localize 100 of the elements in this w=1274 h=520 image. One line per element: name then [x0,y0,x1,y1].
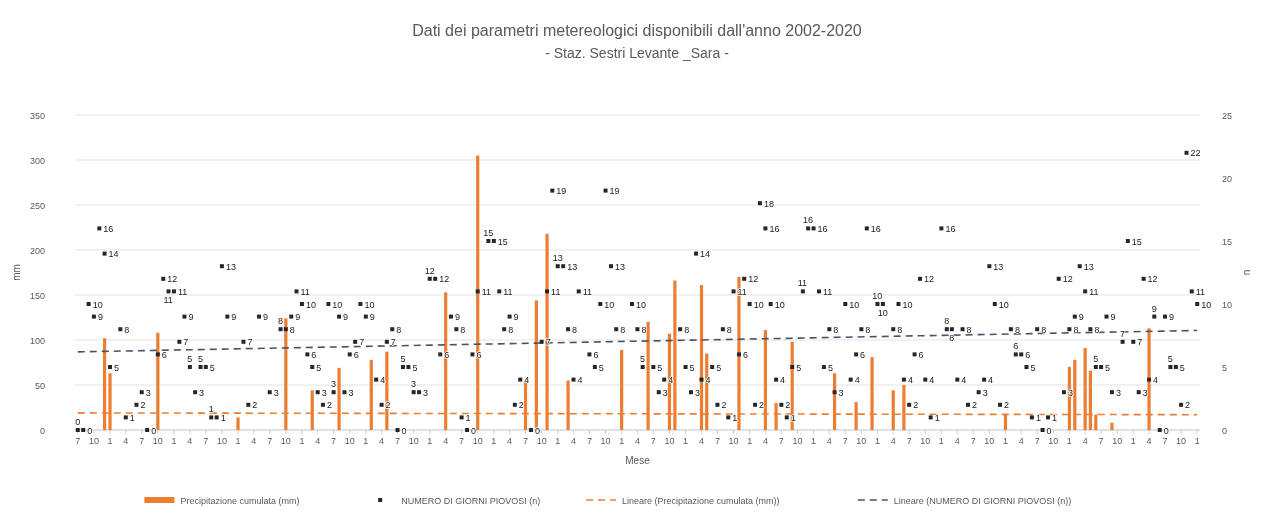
data-label: 8 [726,324,732,335]
data-label: 5 [716,362,722,373]
data-label: 5 [640,354,646,364]
data-label: 11 [822,286,833,297]
x-tick-label: 10 [856,436,867,446]
data-label: 10 [877,308,888,318]
data-label: 6 [742,349,748,360]
data-label: 3 [348,387,354,398]
chart-subtitle: - Staz. Sestri Levante _Sara - [545,45,730,61]
data-label: 18 [763,198,774,209]
data-label: 6 [161,349,167,360]
data-label: 5 [1093,354,1099,364]
data-label: 2 [385,400,391,411]
data-label: 8 [278,316,284,327]
data-label: 8 [572,324,578,335]
x-tick-label: 4 [251,436,257,446]
y-tick-label: 150 [29,290,45,301]
x-tick-label: 10 [280,436,291,446]
data-label: 3 [411,379,417,390]
x-tick-label: 7 [1098,436,1104,446]
x-tick-label: 1 [1130,436,1136,446]
x-tick-label: 10 [1176,436,1187,446]
data-label: 3 [982,387,988,398]
data-label: 19 [609,186,620,197]
data-label: 2 [140,400,146,411]
data-label: 13 [614,261,625,272]
data-label: 6 [1025,349,1031,360]
data-label: 8 [897,324,903,335]
data-label: 15 [1131,236,1142,247]
data-label: 5 [598,362,604,373]
data-label: 5 [197,354,204,364]
data-label: 16 [945,223,956,234]
x-tick-label: 7 [1034,436,1040,446]
x-tick-label: 10 [216,436,227,446]
data-label: 2 [913,400,919,411]
x-tick-label: 4 [1018,436,1024,446]
x-tick-label: 7 [203,436,209,446]
x-tick-label: 10 [152,436,163,446]
x-tick-label: 1 [555,436,561,446]
x-tick-label: 1 [1002,436,1008,446]
data-label: 4 [988,375,994,386]
x-tick-label: 7 [906,436,912,446]
data-label: 8 [124,324,130,335]
data-label: 12 [1147,274,1158,285]
data-label: 1 [465,412,471,423]
data-label: 16 [769,223,780,234]
bar [1094,414,1098,430]
x-tick-label: 4 [954,436,960,446]
x-tick-label: 4 [698,436,705,446]
data-label: 3 [145,387,151,398]
data-label: 9 [1078,312,1084,323]
x-tick-label: 7 [1162,436,1168,446]
data-label: 2 [972,400,978,411]
data-label: 16 [803,215,814,226]
x-tick-label: 7 [459,436,465,446]
x-tick-label: 4 [315,436,321,446]
y2-tick-label: 25 [1222,110,1233,121]
x-tick-label: 4 [187,436,193,446]
data-label: 10 [902,299,913,310]
data-label: 6 [353,349,359,360]
y2-tick-label: 20 [1222,173,1233,184]
data-label: 4 [929,375,935,386]
data-label: 11 [163,295,173,306]
data-label: 22 [1190,148,1201,159]
data-label: 4 [780,375,786,386]
bar [1110,422,1114,430]
data-label: 1 [790,412,796,423]
x-tick-label: 7 [75,436,81,446]
y2-tick-label: 5 [1222,362,1228,373]
data-label: 8 [289,324,295,335]
data-label: 9 [343,312,349,323]
x-tick-label: 1 [363,436,369,446]
x-tick-label: 1 [619,436,625,446]
x-tick-label: 10 [984,436,995,446]
data-label: 4 [907,375,913,386]
legend-label: Lineare (Precipitazione cumulata (mm)) [622,495,780,506]
x-tick-label: 4 [826,436,832,446]
data-label: 4 [961,375,967,386]
data-label: 2 [252,400,258,411]
data-label: 16 [103,223,114,234]
x-tick-label: 7 [331,436,337,446]
x-tick-label: 1 [747,436,753,446]
y-axis-title: mm [11,264,22,281]
data-label: 0 [401,425,407,436]
data-label: 10 [849,299,860,310]
data-label: 2 [518,400,524,411]
data-label: 7 [1137,337,1143,348]
data-label: 1 [1052,412,1058,423]
data-label: 2 [721,400,727,411]
data-label: 3 [321,387,327,398]
x-tick-label: 4 [1082,436,1088,446]
data-label: 9 [1110,312,1116,323]
data-label: 9 [97,312,103,323]
data-label: 10 [872,291,883,301]
data-label: 11 [551,286,561,297]
data-label: 7 [1120,328,1126,339]
data-label: 8 [396,324,402,335]
x-tick-label: 7 [842,436,848,446]
x-tick-label: 4 [443,436,449,446]
x-tick-label: 1 [811,436,817,446]
